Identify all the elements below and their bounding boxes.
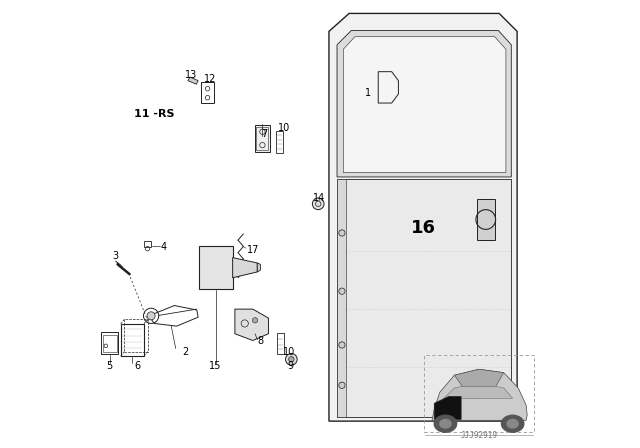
Circle shape [339, 230, 345, 236]
Text: 2: 2 [182, 347, 189, 357]
Polygon shape [343, 37, 506, 172]
Text: JJJ92919: JJJ92919 [461, 431, 497, 440]
Circle shape [339, 288, 345, 294]
Text: 7: 7 [261, 129, 268, 139]
Circle shape [289, 357, 294, 362]
Text: 13: 13 [186, 70, 198, 80]
Text: 14: 14 [313, 193, 325, 203]
Text: 17: 17 [247, 245, 259, 255]
Text: 11 -RS: 11 -RS [134, 109, 175, 119]
Text: 6: 6 [134, 361, 140, 371]
Circle shape [312, 198, 324, 210]
Polygon shape [257, 263, 260, 272]
Text: 3: 3 [113, 251, 119, 261]
Circle shape [339, 342, 345, 348]
Text: 9: 9 [288, 361, 294, 371]
Polygon shape [235, 309, 269, 340]
Polygon shape [337, 179, 346, 417]
Polygon shape [337, 179, 511, 417]
Polygon shape [199, 246, 233, 289]
Text: 16: 16 [410, 220, 436, 237]
Text: 5: 5 [106, 361, 113, 371]
Polygon shape [337, 30, 511, 177]
Text: 1: 1 [365, 88, 371, 98]
Text: 10: 10 [278, 123, 291, 133]
Circle shape [252, 318, 258, 323]
Text: 4: 4 [161, 242, 167, 252]
Circle shape [339, 382, 345, 388]
Polygon shape [329, 13, 517, 421]
Circle shape [285, 353, 297, 365]
Text: 8: 8 [258, 336, 264, 346]
Text: 12: 12 [204, 74, 216, 84]
Polygon shape [233, 258, 257, 278]
Polygon shape [188, 77, 198, 84]
Text: 15: 15 [209, 361, 221, 371]
Circle shape [147, 312, 155, 320]
Polygon shape [255, 125, 270, 152]
Polygon shape [477, 199, 495, 240]
Text: 10: 10 [284, 347, 296, 357]
